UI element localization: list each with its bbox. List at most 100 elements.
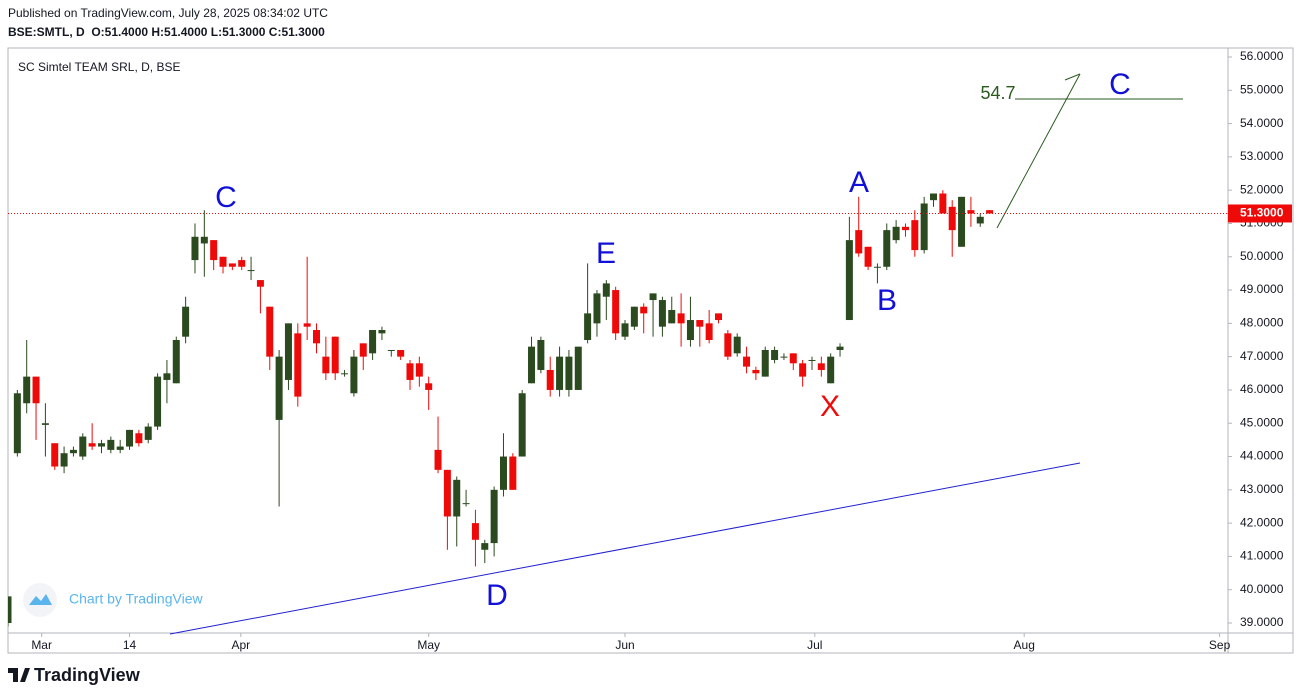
candle-body — [13, 393, 21, 454]
candle-body — [668, 310, 676, 324]
candle-body — [845, 240, 853, 321]
candle-body — [256, 280, 264, 287]
candle-body — [518, 393, 526, 457]
candle-body — [528, 346, 536, 384]
candle-body — [247, 270, 255, 272]
candle-body — [313, 330, 321, 344]
candle-body — [200, 236, 208, 244]
candle-body — [789, 353, 797, 364]
candle-body — [443, 469, 451, 517]
candle-body — [359, 343, 367, 357]
candle-body — [827, 356, 835, 384]
candle-body — [369, 330, 377, 354]
watermark-text: Chart by TradingView — [69, 591, 203, 607]
watermark-icon — [29, 594, 52, 605]
y-tick-label: 48.0000 — [1240, 316, 1284, 330]
candle-body — [378, 330, 386, 334]
candle-body — [565, 356, 573, 390]
candle-body — [714, 313, 722, 321]
x-tick-label: 14 — [123, 638, 137, 652]
candle-body — [649, 293, 657, 301]
candles — [8, 190, 994, 627]
projection-line — [996, 73, 1081, 229]
candle-body — [799, 363, 807, 377]
candle-body — [546, 369, 554, 390]
wave-label: C — [215, 181, 237, 214]
candle-body — [556, 356, 564, 390]
candle-body — [808, 359, 816, 361]
candle-body — [752, 369, 760, 374]
y-tick-label: 52.0000 — [1240, 182, 1284, 196]
candle-body — [705, 323, 713, 341]
candle-body — [761, 349, 769, 377]
chart-title: SC Simtel TEAM SRL, D, BSE — [18, 60, 181, 74]
candle-body — [612, 290, 620, 334]
candle-body — [677, 313, 685, 324]
candle-body — [144, 426, 152, 440]
candle-body — [284, 323, 292, 380]
wave-label: A — [849, 166, 869, 199]
candle-body — [154, 376, 162, 427]
candle-body — [986, 210, 994, 214]
wave-label: D — [486, 579, 508, 612]
candle-body — [415, 363, 423, 377]
candle-body — [331, 336, 339, 374]
candle-body — [275, 356, 283, 420]
candle-body — [780, 356, 788, 358]
trend-line — [169, 462, 1081, 635]
candle-body — [584, 313, 592, 341]
ohlc-line: BSE:SMTL, D O:51.4000 H:51.4000 L:51.300… — [8, 25, 325, 39]
candle-body — [172, 340, 180, 384]
y-tick-label: 39.0000 — [1240, 615, 1284, 629]
candle-body — [855, 230, 863, 254]
candle-body — [163, 373, 171, 380]
y-tick-label: 44.0000 — [1240, 449, 1284, 463]
wave-label: C — [1109, 68, 1131, 101]
candle-body — [817, 363, 825, 370]
published: Published on TradingView.com, July 28, 2… — [8, 6, 328, 20]
candle-body — [219, 256, 227, 267]
candle-body — [41, 423, 49, 425]
candle-body — [958, 196, 966, 247]
x-tick-label: Jun — [615, 638, 634, 652]
x-tick-label: Apr — [231, 638, 250, 652]
candle-body — [630, 306, 638, 327]
candle-body — [836, 346, 844, 350]
candle-body — [939, 193, 947, 214]
frame — [7, 47, 1294, 654]
candle-body — [191, 236, 199, 261]
candle-body — [294, 333, 302, 397]
y-tick-label: 47.0000 — [1240, 349, 1284, 363]
candle-body — [126, 429, 134, 447]
y-tick-label: 53.0000 — [1240, 149, 1284, 163]
candle-body — [341, 373, 349, 375]
candle-body — [537, 340, 545, 370]
candle-body — [135, 433, 143, 444]
candle-body — [266, 306, 274, 357]
candle-body — [743, 356, 751, 367]
candle-body — [976, 216, 984, 224]
watermark: Chart by TradingView — [23, 583, 203, 617]
candle-body — [350, 356, 358, 394]
y-tick-label: 49.0000 — [1240, 282, 1284, 296]
y-tick-label: 46.0000 — [1240, 382, 1284, 396]
candle-body — [23, 376, 31, 404]
candle-body — [425, 383, 433, 390]
candle-body — [593, 293, 601, 324]
candle-body — [32, 376, 40, 404]
candle-body — [499, 456, 507, 490]
candle-body — [107, 439, 115, 450]
wave-label: B — [877, 284, 897, 317]
y-tick-label: 43.0000 — [1240, 482, 1284, 496]
candle-body — [930, 193, 938, 201]
candle-body — [79, 436, 87, 457]
candle-body — [210, 240, 218, 261]
candle-body — [471, 523, 479, 540]
candle-body — [8, 596, 12, 624]
y-tick-label: 41.0000 — [1240, 549, 1284, 563]
candle-body — [658, 300, 666, 327]
candle-body — [602, 283, 610, 297]
y-tick-label: 40.0000 — [1240, 582, 1284, 596]
candle-body — [453, 479, 461, 517]
